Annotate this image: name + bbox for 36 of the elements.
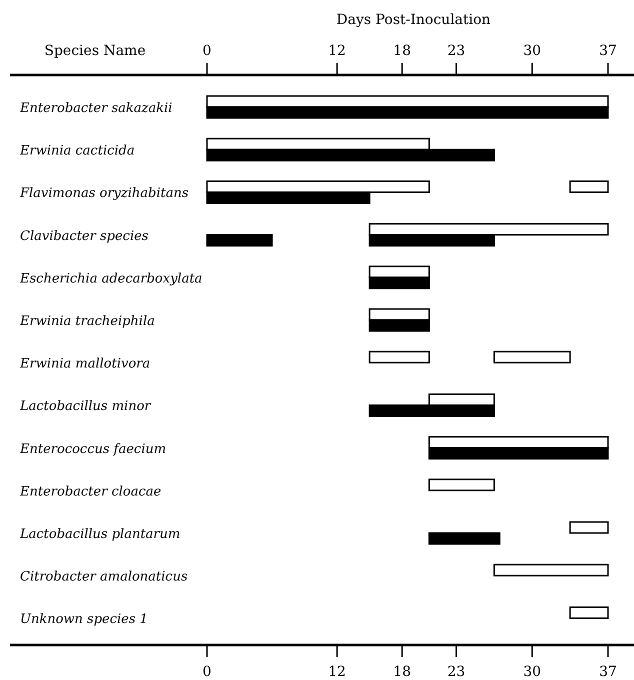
x2-tick-label: 18	[393, 43, 411, 59]
y-tick-label: Escherichia adecarboxylata	[19, 271, 202, 286]
bar	[493, 564, 609, 576]
x2-tick-label: 12	[328, 43, 346, 59]
x2-tick-label: 37	[599, 43, 617, 59]
y-tick-label: Citrobacter amalonaticus	[20, 570, 188, 585]
x2-tick-label: 0	[202, 43, 212, 59]
bar	[493, 350, 571, 364]
y-tick-label: Enterobacter cloacae	[19, 484, 162, 500]
x-tick-label: 0	[202, 664, 212, 680]
y-tick-label: Erwinia cacticida	[19, 144, 135, 159]
bar	[569, 521, 609, 534]
x-tick-label: 18	[393, 664, 411, 680]
bar	[569, 180, 609, 193]
bar	[428, 532, 500, 545]
y-tick-label: Unknown species 1	[20, 612, 148, 628]
x-tick-label: 37	[599, 664, 617, 680]
y-tick-label: Enterococcus faecium	[19, 442, 166, 457]
y-tick-label: Lactobacillus plantarum	[19, 527, 180, 542]
y-tick-label: Clavibacter species	[20, 228, 149, 244]
x2-axis-title: Days Post-Inoculation	[336, 12, 491, 28]
y-tick-label: Enterobacter sakazakii	[19, 101, 172, 116]
x-tick-label: 30	[523, 664, 542, 680]
x-tick-label: 23	[447, 664, 466, 680]
bar	[206, 234, 273, 247]
x2-tick-label: 30	[523, 43, 542, 59]
x-tick-label: 12	[328, 664, 346, 680]
bar	[368, 350, 430, 364]
y-tick-label: Erwinia tracheiphila	[19, 314, 155, 329]
y-tick-label: Lactobacillus minor	[19, 399, 152, 414]
y-tick-label: Flavimonas oryzihabitans	[19, 186, 189, 202]
y-tick-label: Erwinia mallotivora	[19, 356, 150, 372]
bar	[569, 606, 609, 619]
x2-tick-label: 23	[447, 43, 466, 59]
bar	[428, 478, 495, 492]
y-axis-title: Species Name	[44, 43, 146, 59]
